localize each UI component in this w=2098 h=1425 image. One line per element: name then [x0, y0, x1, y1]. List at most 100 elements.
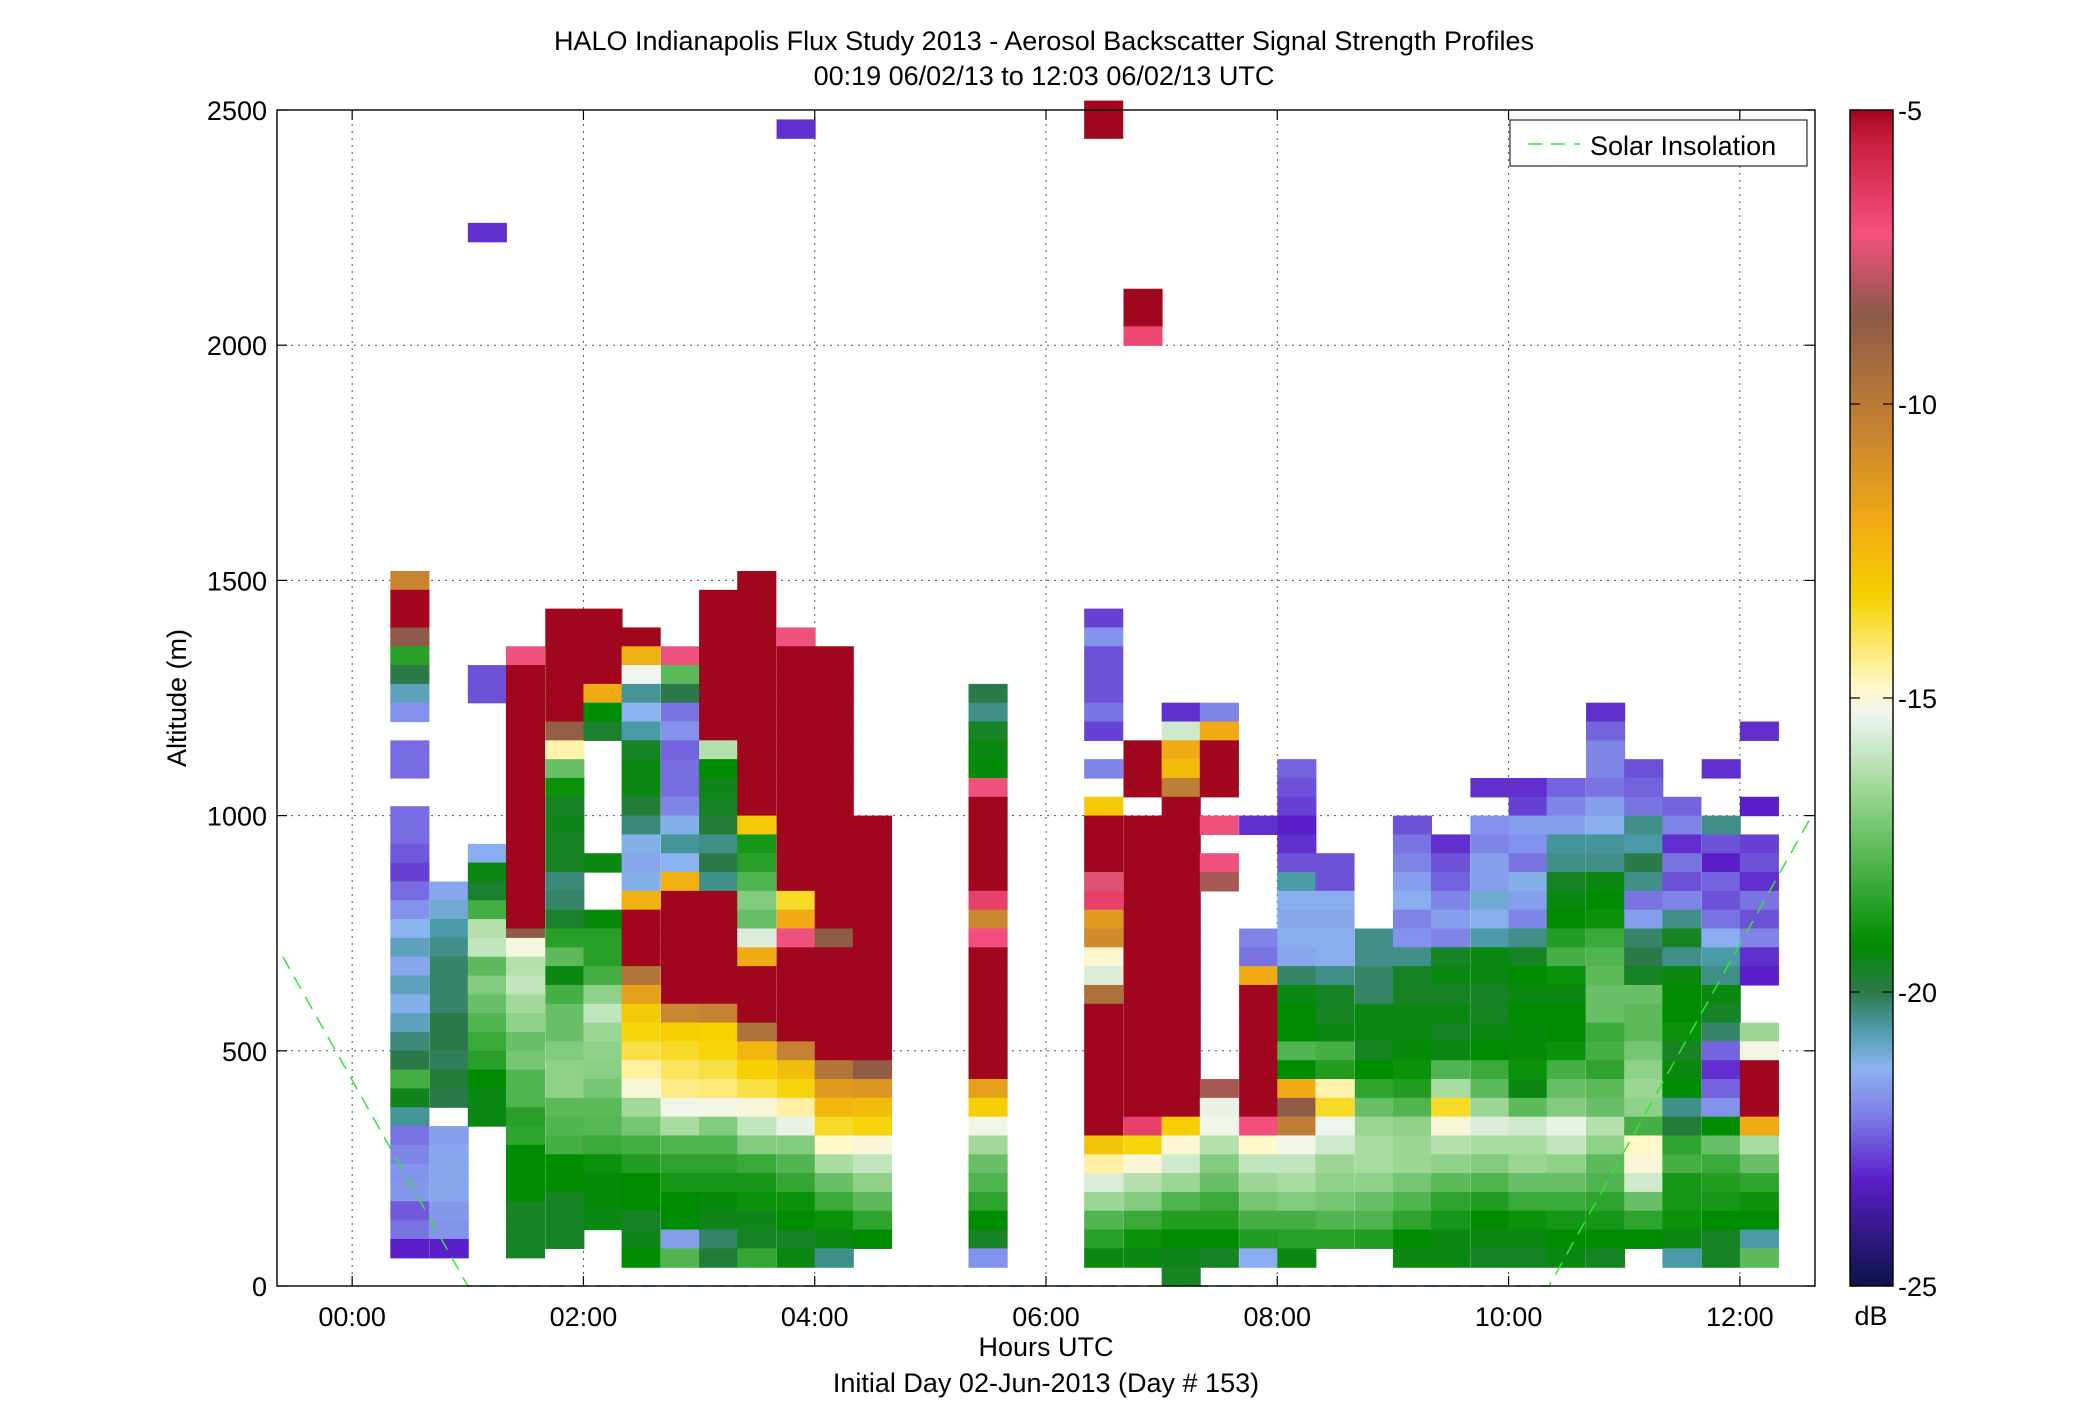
heatmap-cells [390, 100, 1779, 1287]
heatmap-cell [1392, 872, 1433, 892]
heatmap-cell [1624, 890, 1664, 911]
heatmap-cell [467, 683, 507, 704]
heatmap-cell [1701, 928, 1741, 948]
heatmap-cell [1586, 1097, 1626, 1118]
heatmap-cell [814, 853, 854, 873]
heatmap-cell [1624, 777, 1664, 798]
heatmap-cell [776, 834, 816, 854]
heatmap-cell [737, 966, 777, 986]
heatmap-cell [621, 1229, 661, 1249]
heatmap-cell [1084, 1173, 1124, 1193]
heatmap-cell [545, 1097, 585, 1118]
heatmap-cell [814, 796, 854, 817]
heatmap-cell [814, 1022, 854, 1042]
heatmap-cell [545, 683, 585, 704]
heatmap-cell [1508, 796, 1548, 817]
heatmap-cell [390, 937, 430, 958]
heatmap-cell [776, 1173, 816, 1193]
heatmap-cell [1161, 1097, 1201, 1118]
heatmap-cell [699, 777, 739, 798]
heatmap-cell [1277, 1003, 1317, 1024]
heatmap-cell [621, 777, 661, 798]
heatmap-cell [1199, 1229, 1239, 1249]
heatmap-cell [1239, 1229, 1279, 1249]
heatmap-cell [776, 815, 816, 836]
heatmap-cell [1586, 796, 1626, 817]
heatmap-cell [1123, 1022, 1163, 1042]
heatmap-cell [776, 1191, 816, 1212]
heatmap-cell [1123, 777, 1163, 798]
heatmap-cell [1546, 1060, 1586, 1080]
heatmap-cell [737, 1041, 777, 1061]
heatmap-cell [660, 966, 701, 986]
heatmap-cell [1431, 1229, 1471, 1249]
heatmap-cell [505, 702, 546, 723]
y-tick-labels: 0 500 1000 1500 2000 2500 [207, 96, 267, 1302]
heatmap-cell [1084, 702, 1124, 723]
heatmap-cell [505, 1144, 546, 1165]
heatmap-cell [1546, 1229, 1586, 1249]
heatmap-cell [1739, 1248, 1779, 1268]
heatmap-cell [776, 966, 816, 986]
heatmap-cell [1431, 909, 1471, 930]
heatmap-cell [968, 834, 1008, 854]
heatmap-cell [737, 570, 777, 591]
heatmap-cell [1084, 1060, 1124, 1080]
heatmap-cell [1084, 966, 1124, 986]
heatmap-cell [1084, 1229, 1124, 1249]
heatmap-cell [968, 1079, 1008, 1099]
heatmap-cell [467, 1107, 507, 1127]
heatmap-cell [1546, 1116, 1586, 1137]
heatmap-cell [699, 1041, 739, 1061]
heatmap-cell [1392, 1116, 1433, 1137]
heatmap-cell [1662, 1173, 1702, 1193]
heatmap-cell [660, 984, 701, 1005]
y-tick-label: 1500 [207, 566, 267, 596]
heatmap-cell [390, 956, 430, 977]
heatmap-cell [621, 815, 661, 836]
heatmap-cell [467, 900, 507, 920]
heatmap-cell [1239, 1003, 1279, 1024]
heatmap-cell [737, 1229, 777, 1249]
heatmap-cell [776, 702, 816, 723]
heatmap-cell [621, 1079, 661, 1099]
heatmap-cell [1508, 909, 1548, 930]
heatmap-cell [1392, 1060, 1433, 1080]
heatmap-cell [1739, 1079, 1779, 1099]
heatmap-cell [852, 1173, 892, 1193]
heatmap-cell [1508, 984, 1548, 1005]
heatmap-cell [1624, 1097, 1664, 1118]
heatmap-cell [699, 947, 739, 967]
heatmap-cell [467, 956, 507, 977]
heatmap-cell [621, 1248, 661, 1268]
heatmap-cell [429, 900, 469, 920]
heatmap-cell [1508, 1248, 1548, 1268]
heatmap-cell [1161, 1079, 1201, 1099]
heatmap-cell [583, 683, 623, 704]
heatmap-cell [737, 984, 777, 1005]
heatmap-cell [1239, 1116, 1279, 1137]
heatmap-cell [660, 1116, 701, 1137]
heatmap-cell [429, 937, 469, 958]
heatmap-cell [1546, 815, 1586, 836]
heatmap-cell [852, 1135, 892, 1155]
heatmap-cell [699, 984, 739, 1005]
heatmap-cell [776, 1060, 816, 1080]
heatmap-cell [699, 1135, 739, 1155]
heatmap-cell [699, 589, 739, 610]
heatmap-cell [814, 1097, 854, 1118]
heatmap-cell [1123, 834, 1163, 854]
heatmap-cell [814, 759, 854, 779]
heatmap-cell [583, 721, 623, 741]
heatmap-cell [390, 646, 430, 666]
heatmap-cell [852, 1116, 892, 1137]
heatmap-cell [505, 759, 546, 779]
heatmap-cell [505, 994, 546, 1014]
heatmap-cell [429, 994, 469, 1014]
colorbar-tick-label: -5 [1898, 96, 1922, 126]
heatmap-cell [390, 1107, 430, 1127]
heatmap-cell [1624, 1229, 1664, 1249]
heatmap-cell [1161, 890, 1201, 911]
heatmap-cell [1392, 1191, 1433, 1212]
heatmap-cell [1354, 1229, 1394, 1249]
